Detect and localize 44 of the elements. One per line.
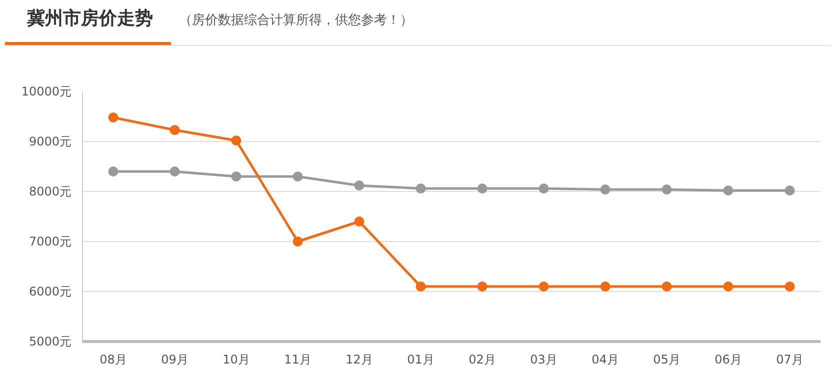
point [231, 136, 242, 146]
point [416, 184, 426, 194]
point [108, 166, 118, 176]
point [784, 186, 795, 196]
point [292, 236, 303, 246]
x-tick-label: 12月 [346, 352, 373, 366]
point [784, 282, 795, 292]
point [538, 184, 549, 194]
y-tick-label: 5000元 [28, 334, 72, 348]
chart-subtitle: （房价数据综合计算所得，供您参考！） [179, 13, 413, 28]
point [723, 282, 734, 292]
point [662, 282, 672, 292]
y-tick-label: 9000元 [28, 134, 72, 148]
x-tick-label: 02月 [468, 352, 496, 366]
x-tick-label: 11月 [284, 352, 312, 366]
point [170, 166, 180, 176]
point [108, 112, 118, 122]
point [600, 184, 610, 194]
x-tick-label: 07月 [776, 352, 804, 366]
x-tick-label: 03月 [530, 352, 558, 366]
point [170, 125, 180, 135]
point [292, 172, 303, 182]
point [354, 180, 364, 190]
x-tick-label: 01月 [407, 352, 434, 366]
x-tick-label: 08月 [100, 352, 127, 366]
point [723, 186, 734, 196]
y-tick-label: 8000元 [28, 184, 72, 198]
x-tick-label: 09月 [161, 352, 188, 366]
point [662, 184, 672, 194]
x-tick-label: 10月 [222, 352, 250, 366]
point [231, 172, 242, 182]
point [416, 282, 426, 292]
point [600, 282, 610, 292]
point [477, 184, 488, 194]
y-tick-label: 10000元 [21, 84, 72, 98]
x-tick-label: 06月 [714, 352, 742, 366]
x-tick-label: 04月 [592, 352, 619, 366]
point [477, 282, 488, 292]
point [354, 216, 364, 226]
y-tick-label: 7000元 [28, 234, 72, 248]
chart-title: 冀州市房价走势 [5, 6, 171, 45]
point [538, 282, 549, 292]
y-tick-label: 6000元 [28, 284, 72, 298]
x-tick-label: 05月 [653, 352, 680, 366]
